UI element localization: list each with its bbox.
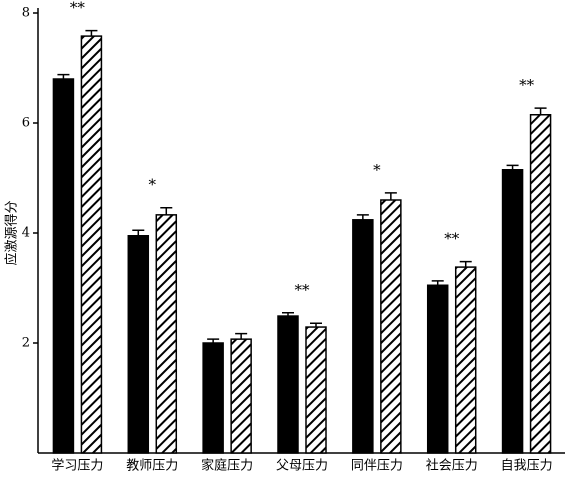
x-tick-label: 社会压力	[426, 458, 478, 474]
x-tick-label: 父母压力	[276, 459, 328, 474]
error-bar	[459, 260, 472, 268]
bar	[80, 35, 103, 454]
significance-label: *	[149, 176, 157, 194]
bar	[454, 266, 477, 454]
bar	[380, 199, 402, 454]
y-tick-label: 8	[22, 6, 30, 21]
bar	[155, 214, 178, 454]
error-bar	[506, 164, 519, 170]
error-bar	[431, 280, 444, 286]
bar	[501, 169, 524, 454]
bar	[305, 326, 327, 454]
x-tick-label: 自我压力	[501, 459, 553, 474]
bar	[352, 219, 374, 454]
y-tick-label: 6	[22, 116, 30, 131]
error-bar	[160, 206, 173, 215]
significance-label: **	[519, 76, 535, 94]
x-tick-label: 家庭压力	[201, 458, 253, 474]
significance-label: **	[444, 230, 460, 248]
bar	[127, 235, 150, 454]
error-bar	[207, 338, 220, 343]
error-bar	[310, 322, 322, 328]
x-tick-label: 学习压力	[51, 458, 103, 474]
y-axis-label: 应激源得分	[4, 200, 20, 265]
error-bar	[384, 192, 397, 200]
error-bar	[534, 107, 547, 115]
bar	[277, 315, 299, 454]
significance-label: **	[295, 281, 311, 299]
bar	[426, 284, 449, 454]
y-tick-label: 4	[22, 226, 30, 241]
error-bar	[356, 214, 369, 220]
y-tick-label: 2	[22, 336, 30, 351]
significance-label: **	[70, 0, 86, 17]
error-bar	[57, 73, 70, 79]
bar	[230, 338, 252, 454]
bar	[202, 342, 224, 454]
error-bar	[132, 229, 145, 236]
significance-label: *	[373, 161, 381, 179]
bar	[529, 114, 552, 454]
error-bar	[85, 29, 98, 37]
error-bar	[282, 312, 294, 317]
x-tick-label: 教师压力	[126, 458, 178, 474]
error-bar	[235, 332, 248, 340]
bar	[52, 78, 75, 454]
x-tick-label: 同伴压力	[351, 459, 403, 474]
